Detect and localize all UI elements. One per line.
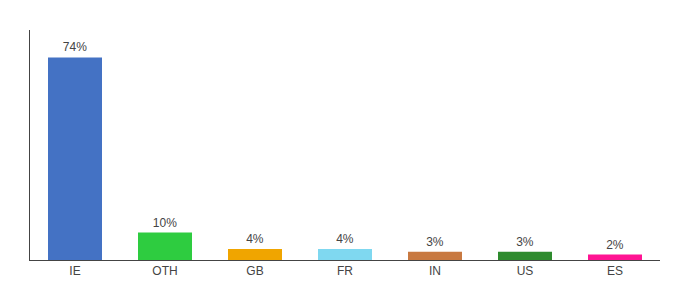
svg-text:IN: IN bbox=[429, 264, 441, 278]
svg-text:3%: 3% bbox=[516, 235, 534, 249]
svg-text:4%: 4% bbox=[246, 232, 264, 246]
svg-text:FR: FR bbox=[337, 264, 353, 278]
svg-text:IE: IE bbox=[69, 264, 80, 278]
svg-text:ES: ES bbox=[607, 264, 623, 278]
svg-text:US: US bbox=[517, 264, 534, 278]
svg-text:4%: 4% bbox=[336, 232, 354, 246]
svg-text:OTH: OTH bbox=[152, 264, 177, 278]
svg-text:3%: 3% bbox=[426, 235, 444, 249]
svg-text:10%: 10% bbox=[153, 216, 177, 230]
svg-text:GB: GB bbox=[246, 264, 263, 278]
svg-text:2%: 2% bbox=[606, 238, 624, 252]
svg-text:74%: 74% bbox=[63, 40, 87, 54]
